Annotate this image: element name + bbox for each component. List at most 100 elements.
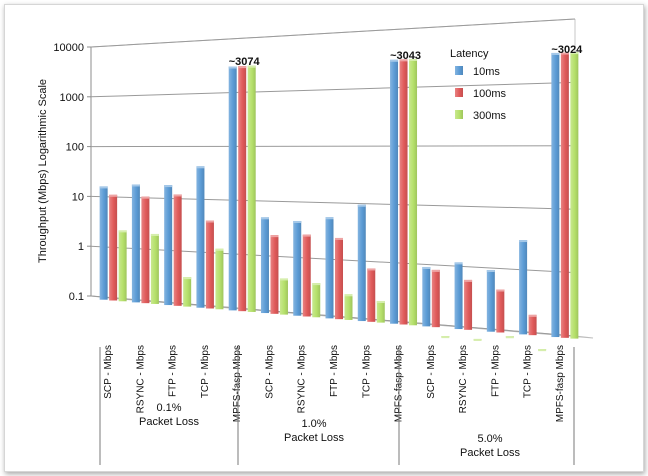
group-label-text: Packet Loss xyxy=(460,447,520,459)
bar xyxy=(422,266,431,327)
bar xyxy=(205,220,214,309)
bar-top-face xyxy=(496,289,505,292)
group-label-text: Packet Loss xyxy=(139,416,199,428)
bar-top-face xyxy=(570,52,579,55)
bar-top-face xyxy=(454,262,463,265)
category-label: RSYNC - Mbps xyxy=(135,345,146,413)
legend-swatch xyxy=(455,66,463,75)
y-tick-label: 1 xyxy=(78,241,84,253)
bar xyxy=(293,220,302,316)
group-annotation: ~3074 xyxy=(229,56,261,68)
bar-top-face xyxy=(205,220,214,223)
bar xyxy=(312,283,321,318)
bar xyxy=(454,262,463,330)
bar-top-face xyxy=(357,204,366,207)
bar-top-face xyxy=(376,300,385,303)
bar xyxy=(270,235,279,314)
group-label-percent: 0.1% xyxy=(156,402,181,414)
bar-top-face xyxy=(141,196,150,199)
y-tick-label: 100 xyxy=(66,142,84,154)
gridline xyxy=(90,81,576,98)
group-annotation: ~3024 xyxy=(551,44,583,56)
bar-top-face xyxy=(422,266,431,269)
bar-top-face xyxy=(118,230,127,233)
bar xyxy=(519,240,528,335)
bar xyxy=(528,314,537,336)
bar-top-face xyxy=(312,283,321,286)
bar xyxy=(570,52,579,339)
bar xyxy=(376,300,385,323)
bar xyxy=(196,166,205,308)
category-label: SCP - Mbps xyxy=(103,345,114,399)
bar-top-face xyxy=(173,194,182,197)
bar-top-face xyxy=(228,66,237,69)
bar-top-face xyxy=(409,58,418,61)
y-tick-label: 1000 xyxy=(60,92,84,104)
bar-top-face xyxy=(538,349,547,352)
group-label-text: Packet Loss xyxy=(284,432,344,444)
bar xyxy=(141,196,150,304)
bar-top-face xyxy=(325,217,334,220)
y-axis-title: Throughput (Mbps) Logarithmic Scale xyxy=(37,79,49,263)
bar-top-face xyxy=(473,338,482,341)
bar-top-face xyxy=(131,184,140,187)
bar xyxy=(357,204,366,322)
category-label: RSYNC - Mbps xyxy=(458,345,469,413)
group-annotation: ~3043 xyxy=(390,50,421,62)
bar-top-face xyxy=(109,194,118,197)
bar xyxy=(247,65,256,312)
bar-top-face xyxy=(505,336,514,339)
bar-top-face xyxy=(260,217,269,220)
bar xyxy=(344,294,353,320)
bar-top-face xyxy=(390,59,399,62)
bar xyxy=(99,186,108,300)
bar-top-face xyxy=(344,294,353,297)
bar-top-face xyxy=(486,269,495,272)
category-label: TCP - Mbps xyxy=(200,345,211,398)
group-label-percent: 5.0% xyxy=(477,433,502,445)
bar-top-face xyxy=(279,278,288,281)
bar-top-face xyxy=(196,166,205,169)
bar-top-face xyxy=(215,248,224,251)
bar-top-face xyxy=(551,52,560,55)
bar xyxy=(409,58,418,326)
bar xyxy=(131,184,140,303)
bar xyxy=(215,248,224,310)
bar xyxy=(173,194,182,306)
y-tick-label: 10 xyxy=(72,191,84,203)
bar xyxy=(183,277,192,307)
bar-top-face xyxy=(99,186,108,189)
gridline xyxy=(90,18,576,48)
category-label: FTP - Mbps xyxy=(490,345,501,397)
chart-svg: 0.1 1 10 100 1000 10000 Throughput (Mbps) Loga… xyxy=(37,18,594,465)
bar-top-face xyxy=(528,314,537,317)
bar-top-face xyxy=(150,233,159,236)
bar xyxy=(551,52,560,338)
bar xyxy=(109,194,118,301)
bar xyxy=(486,269,495,332)
y-tick-label: 0.1 xyxy=(69,291,84,303)
category-label: FTP - Mbps xyxy=(329,345,340,397)
legend-label: 10ms xyxy=(473,66,500,78)
bar xyxy=(325,217,334,319)
legend-label: 300ms xyxy=(473,110,507,122)
bar-top-face xyxy=(367,268,376,271)
bar xyxy=(399,59,408,325)
category-label: SCP - Mbps xyxy=(426,345,437,399)
category-label: MPFS-fasp Mbps xyxy=(555,345,566,422)
bar xyxy=(238,66,247,312)
category-label: SCP - Mbps xyxy=(264,345,275,399)
bar-top-face xyxy=(238,66,247,69)
bar xyxy=(279,278,288,315)
legend-swatch xyxy=(455,110,463,119)
bar xyxy=(464,279,473,330)
bar xyxy=(164,185,173,306)
bar xyxy=(560,52,569,338)
bar xyxy=(228,66,237,311)
bar xyxy=(150,233,159,304)
bar xyxy=(496,289,505,333)
bar-top-face xyxy=(183,277,192,280)
category-label: FTP - Mbps xyxy=(168,345,179,397)
bar-top-face xyxy=(431,269,440,272)
category-label: TCP - Mbps xyxy=(523,345,534,398)
